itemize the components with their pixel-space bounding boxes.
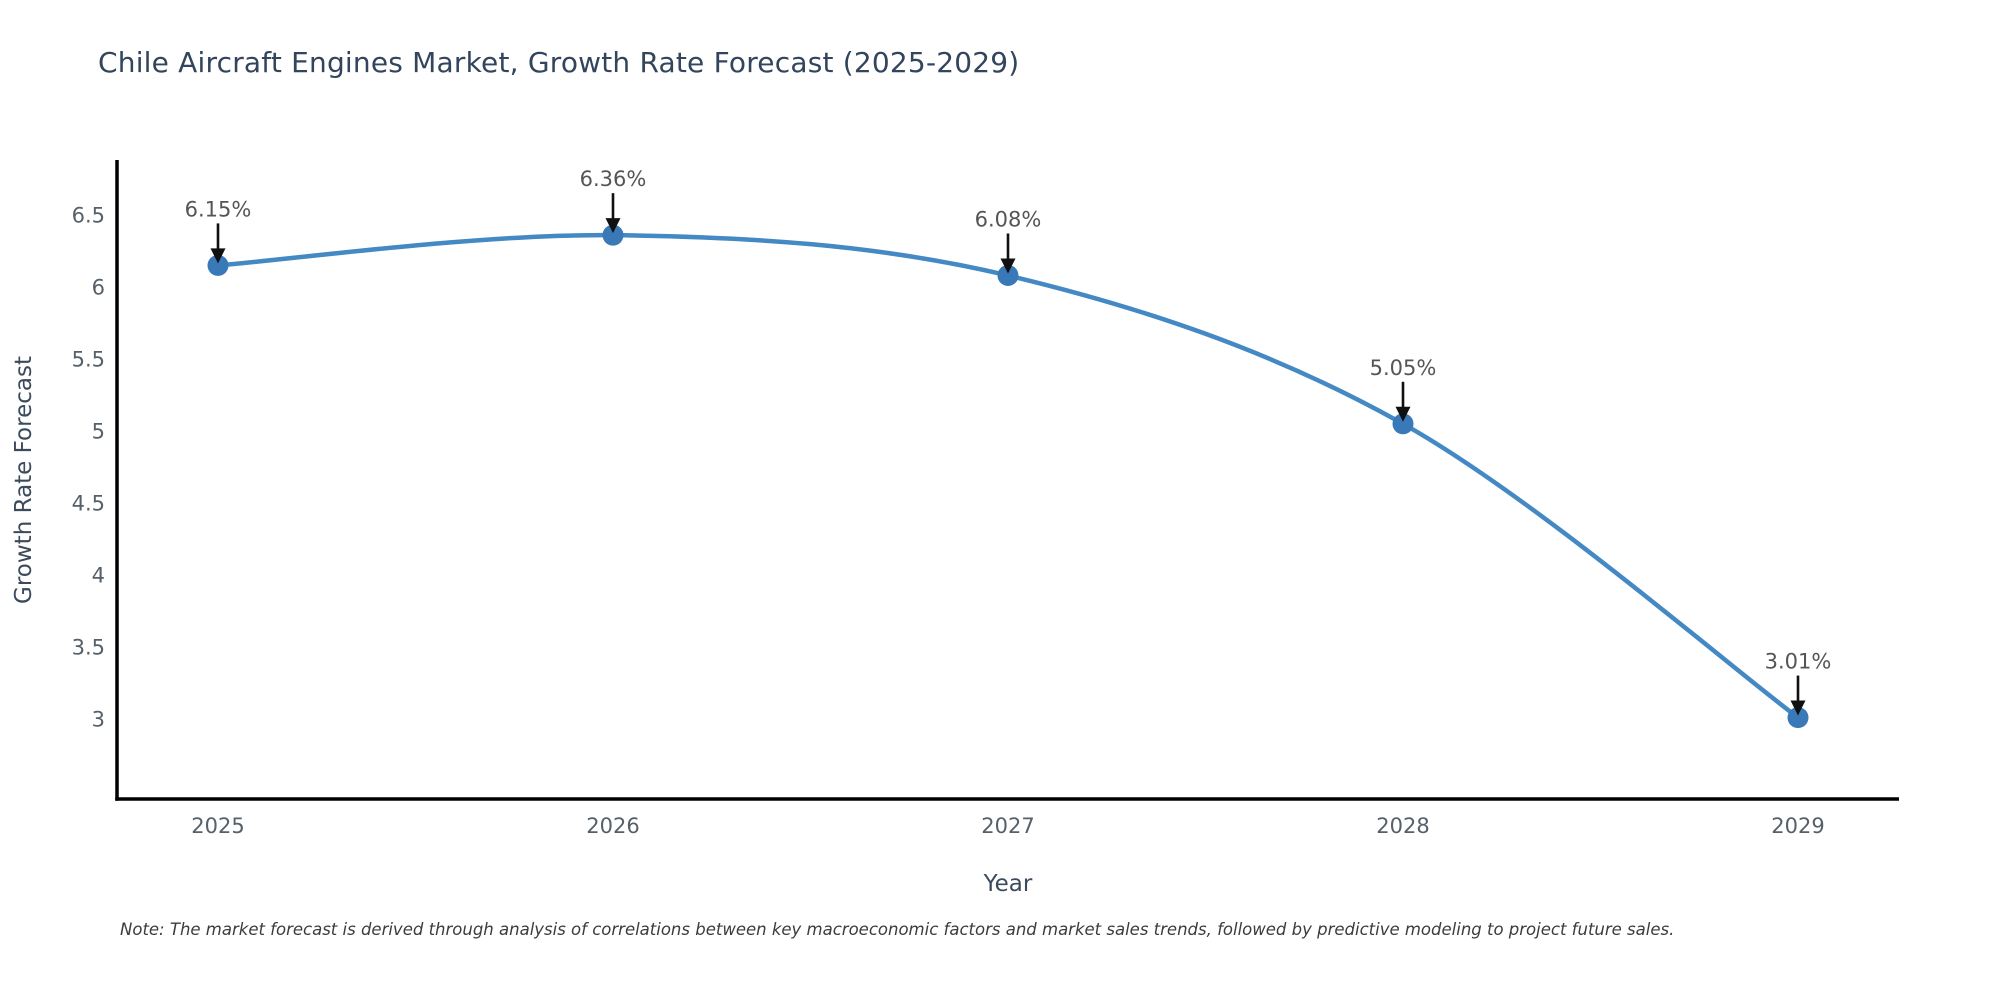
data-point-2029 <box>1787 707 1809 729</box>
x-tick-label: 2026 <box>586 814 639 838</box>
data-point-2025 <box>207 254 229 276</box>
x-tick-label: 2027 <box>981 814 1034 838</box>
y-axis-title: Growth Rate Forecast <box>11 356 37 604</box>
annotation-arrowhead <box>1395 406 1411 422</box>
annotation-label: 6.15% <box>185 197 252 221</box>
y-tick-label: 4 <box>92 564 105 588</box>
y-tick-label: 6.5 <box>72 204 105 228</box>
data-point-2028 <box>1392 413 1414 435</box>
annotation-arrowhead <box>1000 258 1016 274</box>
series-line <box>215 232 1801 720</box>
y-tick-label: 3.5 <box>72 636 105 660</box>
x-tick-label: 2028 <box>1376 814 1429 838</box>
annotation-label: 6.36% <box>580 167 647 191</box>
y-tick-label: 5.5 <box>72 348 105 372</box>
annotation-arrowhead <box>1790 700 1806 716</box>
chart-title: Chile Aircraft Engines Market, Growth Ra… <box>98 46 1020 79</box>
y-tick-label: 5 <box>92 420 105 444</box>
footnote: Note: The market forecast is derived thr… <box>120 920 1675 939</box>
y-tick-label: 4.5 <box>72 492 105 516</box>
data-point-2027 <box>997 264 1019 286</box>
annotation-label: 5.05% <box>1370 356 1437 380</box>
y-tick-label: 6 <box>92 276 105 300</box>
y-tick-label: 3 <box>92 708 105 732</box>
annotation-arrowhead <box>210 248 226 264</box>
annotation-arrowhead <box>605 218 621 234</box>
x-axis-title: Year <box>983 871 1033 897</box>
x-tick-label: 2029 <box>1771 814 1824 838</box>
data-point-2026 <box>602 224 624 246</box>
annotation-label: 3.01% <box>1765 650 1832 674</box>
x-tick-label: 2025 <box>191 814 244 838</box>
annotation-label: 6.08% <box>975 207 1042 231</box>
